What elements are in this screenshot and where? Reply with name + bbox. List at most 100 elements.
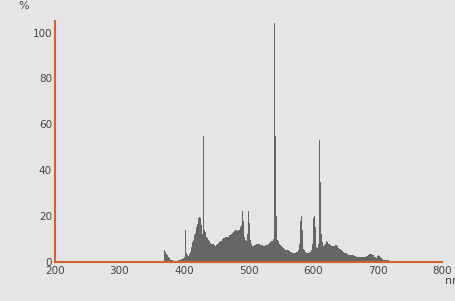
- Bar: [195, 233, 196, 262]
- Bar: [240, 225, 241, 262]
- Bar: [211, 244, 212, 262]
- Bar: [312, 225, 313, 262]
- Bar: [193, 238, 194, 262]
- Bar: [337, 248, 338, 262]
- Bar: [331, 246, 332, 262]
- Bar: [415, 261, 416, 262]
- Bar: [255, 245, 256, 262]
- Bar: [336, 247, 338, 262]
- Bar: [303, 250, 304, 262]
- Bar: [184, 230, 185, 262]
- Bar: [382, 259, 383, 262]
- Bar: [353, 256, 354, 262]
- Bar: [279, 245, 280, 262]
- Bar: [315, 247, 316, 262]
- Bar: [135, 261, 136, 262]
- Bar: [302, 249, 303, 262]
- Bar: [218, 242, 219, 262]
- Bar: [361, 257, 362, 262]
- Bar: [184, 257, 185, 262]
- Bar: [223, 238, 224, 262]
- Bar: [336, 246, 337, 262]
- Bar: [372, 256, 373, 262]
- Bar: [204, 230, 205, 262]
- Bar: [170, 259, 171, 262]
- Bar: [323, 246, 324, 262]
- Bar: [268, 244, 269, 262]
- Bar: [294, 253, 295, 262]
- Bar: [340, 250, 341, 262]
- Bar: [425, 261, 426, 262]
- Bar: [232, 232, 233, 262]
- Bar: [154, 261, 155, 262]
- Bar: [257, 244, 258, 262]
- Bar: [309, 252, 310, 262]
- Bar: [213, 245, 214, 262]
- Bar: [224, 238, 225, 262]
- Bar: [263, 246, 264, 262]
- Bar: [355, 256, 356, 262]
- Bar: [187, 256, 188, 262]
- Bar: [341, 251, 342, 262]
- X-axis label: nm: nm: [444, 276, 455, 286]
- Bar: [348, 255, 349, 262]
- Bar: [253, 245, 254, 262]
- Bar: [170, 260, 171, 262]
- Bar: [327, 243, 328, 262]
- Bar: [164, 252, 165, 262]
- Bar: [238, 230, 239, 262]
- Bar: [191, 247, 192, 262]
- Bar: [334, 246, 335, 262]
- Bar: [189, 254, 190, 262]
- Bar: [119, 261, 120, 262]
- Bar: [215, 246, 216, 262]
- Bar: [246, 240, 247, 262]
- Bar: [189, 252, 191, 262]
- Bar: [418, 261, 419, 262]
- Bar: [296, 252, 297, 262]
- Bar: [300, 221, 301, 262]
- Bar: [373, 256, 374, 262]
- Bar: [216, 245, 217, 262]
- Bar: [385, 260, 386, 262]
- Bar: [342, 252, 343, 262]
- Bar: [339, 249, 340, 262]
- Bar: [289, 252, 290, 262]
- Bar: [243, 230, 244, 262]
- Bar: [220, 240, 222, 262]
- Bar: [409, 261, 410, 262]
- Bar: [298, 250, 299, 262]
- Bar: [165, 253, 166, 262]
- Bar: [182, 258, 183, 262]
- Bar: [278, 244, 279, 262]
- Bar: [201, 230, 202, 262]
- Bar: [166, 254, 167, 262]
- Bar: [286, 250, 287, 262]
- Bar: [262, 246, 263, 262]
- Bar: [388, 261, 389, 262]
- Bar: [144, 261, 145, 262]
- Bar: [260, 245, 261, 262]
- Bar: [176, 261, 177, 262]
- Bar: [350, 255, 351, 262]
- Bar: [233, 231, 234, 262]
- Bar: [378, 255, 379, 262]
- Bar: [277, 241, 278, 262]
- Bar: [352, 255, 353, 262]
- Bar: [261, 245, 262, 262]
- Bar: [317, 248, 318, 262]
- Bar: [282, 248, 283, 262]
- Bar: [325, 241, 326, 262]
- Bar: [266, 245, 267, 262]
- Bar: [234, 231, 235, 262]
- Bar: [230, 234, 231, 262]
- Bar: [207, 240, 208, 262]
- Bar: [322, 245, 323, 262]
- Bar: [128, 261, 129, 262]
- Bar: [342, 252, 343, 262]
- Bar: [305, 253, 307, 262]
- Bar: [332, 246, 333, 262]
- Bar: [412, 261, 413, 262]
- Bar: [198, 218, 199, 262]
- Bar: [182, 259, 183, 262]
